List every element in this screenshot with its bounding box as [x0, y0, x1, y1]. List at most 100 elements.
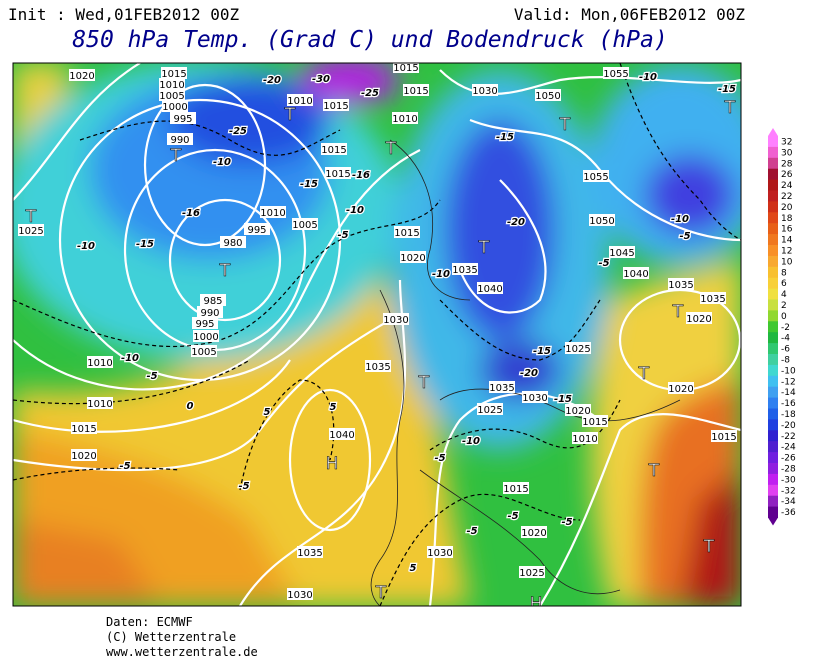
isobar-label: 1015 [321, 145, 346, 156]
isobar-label: 1030 [383, 315, 408, 326]
isobar-label-bg [686, 312, 712, 324]
isobar-label: 1015 [393, 63, 418, 74]
temperature-label: -5 [146, 371, 157, 382]
temperature-label: -5 [679, 231, 690, 242]
isobar-label-bg [18, 224, 44, 236]
colorbar-label: -2 [781, 323, 790, 333]
isobar-label-bg [589, 214, 615, 226]
isobar-label-bg [603, 67, 629, 79]
isobar-label-bg [192, 317, 218, 329]
colorbar-swatch [768, 408, 778, 420]
colorbar-swatch [768, 179, 778, 191]
colorbar-label: -36 [781, 508, 796, 518]
isobar-label: 1050 [535, 91, 560, 102]
isobar-label-bg [489, 381, 515, 393]
pressure-center: T [559, 115, 571, 135]
footer-line: www.wetterzentrale.de [106, 645, 258, 659]
temperature-label: -10 [77, 241, 95, 252]
colorbar-swatch [768, 397, 778, 409]
isobar-label-bg [159, 89, 185, 101]
isobar-label-bg [519, 566, 545, 578]
isobar-label: 1055 [583, 172, 608, 183]
isobar-label-bg [329, 428, 355, 440]
footer-line: (C) Wetterzentrale [106, 630, 236, 644]
colorbar-swatch [768, 386, 778, 399]
temperature-label: -15 [554, 394, 572, 405]
coastlines [370, 139, 681, 606]
isobar-label-bg [535, 89, 561, 101]
isobar-label-bg [260, 206, 286, 218]
temperature-label: -20 [263, 75, 281, 86]
temperature-label: -10 [213, 157, 231, 168]
map-frame [12, 62, 742, 607]
colorbar-swatch [768, 277, 778, 290]
isobar-label-bg [162, 100, 188, 112]
isobar-label: 995 [173, 114, 192, 125]
isobar-label-bg [193, 330, 219, 342]
colorbar-label: -14 [781, 388, 796, 398]
isobar-label: 1015 [161, 69, 186, 80]
isobar-label: 1020 [686, 314, 711, 325]
isobar-label-bg [583, 170, 609, 182]
colorbar-swatch [768, 190, 778, 202]
valid-time: Valid: Mon,06FEB2012 00Z [514, 5, 746, 24]
colorbar-swatch [768, 157, 778, 170]
isobar-label: 1020 [668, 384, 693, 395]
pressure-center: T [25, 207, 37, 227]
isobar-label: 1015 [394, 228, 419, 239]
isobar-label: 985 [203, 296, 222, 307]
isotherms [13, 63, 741, 606]
colorbar-label: 2 [781, 301, 787, 311]
isobar-label-bg [167, 133, 193, 145]
isobar-label-bg [609, 246, 635, 258]
isobar-label-bg [623, 267, 649, 279]
temperature-label: 5 [264, 407, 271, 418]
colorbar-label: 32 [781, 137, 792, 147]
isobar-label: 1015 [325, 169, 350, 180]
colorbar-label: 26 [781, 170, 793, 180]
isobar-label-bg [200, 294, 226, 306]
isobar-label: 1025 [565, 344, 590, 355]
colorbar-swatch [768, 255, 778, 268]
isobar-label-bg [427, 546, 453, 558]
pressure-center: H [326, 454, 339, 474]
colorbar-label: -30 [781, 475, 796, 485]
colorbar-label: 30 [781, 148, 793, 158]
colorbar-label: -32 [781, 486, 796, 496]
colorbar-swatch [768, 419, 778, 431]
isobar-label-bg [71, 422, 97, 434]
temperature-label: -15 [136, 239, 154, 250]
colorbar-label: -24 [781, 443, 796, 453]
temperature-label: -15 [496, 132, 514, 143]
colorbar-swatch [768, 234, 778, 246]
colorbar-label: 14 [781, 236, 793, 246]
isobar-label-bg [393, 63, 419, 73]
isobar-label: 990 [200, 308, 219, 319]
isobar-label: 1020 [69, 71, 94, 82]
isobar-label: 1020 [71, 451, 96, 462]
colorbar-label: -4 [781, 334, 790, 344]
isobar-label: 980 [223, 238, 242, 249]
temperature-label: -10 [432, 269, 450, 280]
colorbar-swatch [768, 430, 778, 442]
colorbar-swatch [768, 484, 778, 497]
temperature-label: -20 [507, 217, 525, 228]
isobar-label: 1000 [193, 332, 218, 343]
colorbar-label: 6 [781, 279, 787, 289]
isobar-label-bg [477, 403, 503, 415]
isobar-label-bg [711, 430, 737, 442]
isobar-label-bg [521, 526, 547, 538]
isobar-label: 1010 [572, 434, 597, 445]
isobar-label: 1045 [609, 248, 634, 259]
isobar-label: 1040 [623, 269, 648, 280]
isobar-label: 1020 [565, 406, 590, 417]
isobar-label-bg [565, 404, 591, 416]
isobar-label-bg [472, 84, 498, 96]
isobar-label: 1010 [392, 114, 417, 125]
temperature-label: -10 [121, 353, 139, 364]
colorbar-label: 18 [781, 214, 793, 224]
colorbar-swatch [768, 168, 778, 181]
isobar-label: 1030 [472, 86, 497, 97]
isobar-label: 1035 [489, 383, 514, 394]
isobar-label: 1035 [365, 362, 390, 373]
